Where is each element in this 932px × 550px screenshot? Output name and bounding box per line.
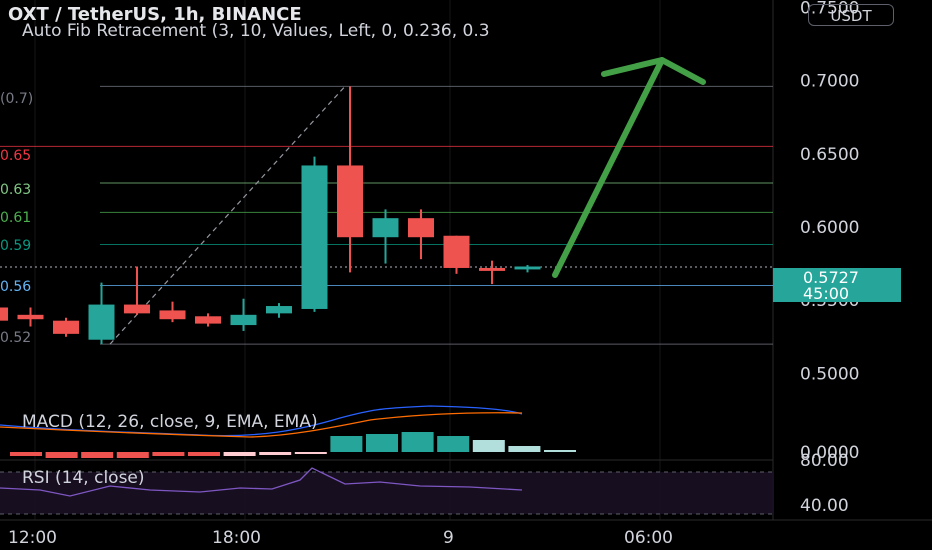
- macd-histogram-bar-4: [152, 452, 185, 456]
- rsi-line: [0, 467, 523, 497]
- fib-label-0-65: 0.65: [0, 148, 32, 164]
- fib-label-0-61: 0.61: [0, 210, 32, 226]
- price-tick-5: 0.5000: [800, 364, 859, 384]
- symbol-title[interactable]: OXT / TetherUS, 1h, BINANCE: [8, 4, 302, 25]
- last-price-tag: 0.5727 45:00: [773, 268, 901, 302]
- macd-histogram-bar-15: [544, 450, 576, 452]
- macd-histogram-bar-10: [366, 434, 398, 452]
- macd-histogram-bar-5: [188, 452, 220, 456]
- rsi-band: [0, 472, 773, 514]
- candle-body-8: [266, 306, 292, 314]
- candle-body-11: [372, 218, 399, 238]
- macd-signal-line: [0, 412, 523, 438]
- time-tick-1: 18:00: [212, 528, 261, 548]
- candle-body-12: [408, 218, 434, 238]
- arrow-head: [601, 57, 706, 85]
- candle-body-6: [195, 316, 221, 324]
- rsi-title[interactable]: RSI (14, close): [22, 468, 145, 488]
- fib-label-0-56: 0.56: [0, 279, 32, 295]
- candle-body-5: [159, 310, 186, 320]
- macd-histogram-bar-7: [259, 452, 292, 455]
- fib-label-0-63: 0.63: [0, 182, 32, 198]
- candle-body-14: [479, 267, 505, 271]
- fib-indicator-title[interactable]: Auto Fib Retracement (3, 10, Values, Lef…: [22, 21, 490, 41]
- macd-histogram-bar-9: [330, 436, 363, 452]
- macd-histogram-bar-1: [45, 452, 78, 458]
- macd-histogram-bar-8: [294, 452, 327, 454]
- price-tick-3: 0.6000: [800, 218, 859, 238]
- time-tick-2: 9: [443, 528, 454, 548]
- price-tick-1: 0.7000: [800, 72, 859, 92]
- fib-label-0-52: 0.52: [0, 330, 32, 346]
- macd-zero-tick: 0.0000: [800, 443, 859, 463]
- arrow-shaft: [552, 57, 665, 278]
- candle-body-13: [443, 235, 470, 268]
- macd-histogram-bar-3: [116, 452, 149, 458]
- rsi-tick-80: 80.00: [800, 451, 849, 471]
- fib-label-0-7: (0.7): [0, 91, 34, 107]
- macd-histogram-bar-11: [401, 432, 434, 452]
- candle-body-3: [88, 304, 115, 340]
- candle-body-2: [53, 320, 79, 334]
- macd-histogram-bar-6: [223, 452, 256, 456]
- time-tick-3: 06:00: [624, 528, 673, 548]
- price-tick-2: 0.6500: [800, 145, 859, 165]
- macd-histogram-bar-12: [437, 436, 470, 452]
- rsi-tick-40: 40.00: [800, 496, 849, 516]
- macd-title[interactable]: MACD (12, 26, close, 9, EMA, EMA): [22, 412, 318, 432]
- candle-body-10: [337, 165, 363, 238]
- candle-body-4: [124, 304, 150, 314]
- candle-body-7: [230, 314, 257, 326]
- candle-body-1: [17, 314, 44, 320]
- fib-trend-line: [109, 85, 346, 345]
- time-tick-0: 12:00: [8, 528, 57, 548]
- bar-countdown: 45:00: [803, 284, 850, 303]
- candle-body-9: [301, 165, 328, 309]
- macd-histogram-bar-14: [508, 446, 541, 452]
- macd-histogram-bar-0: [10, 452, 42, 456]
- macd-histogram-bar-13: [472, 440, 505, 452]
- fib-label-0-59: 0.59: [0, 238, 32, 254]
- currency-button[interactable]: USDT: [808, 4, 894, 26]
- candle-body-15: [514, 266, 541, 270]
- last-price-value: 0.5727: [803, 268, 859, 287]
- candle-body-0: [0, 307, 8, 321]
- macd-histogram-bar-2: [81, 452, 114, 458]
